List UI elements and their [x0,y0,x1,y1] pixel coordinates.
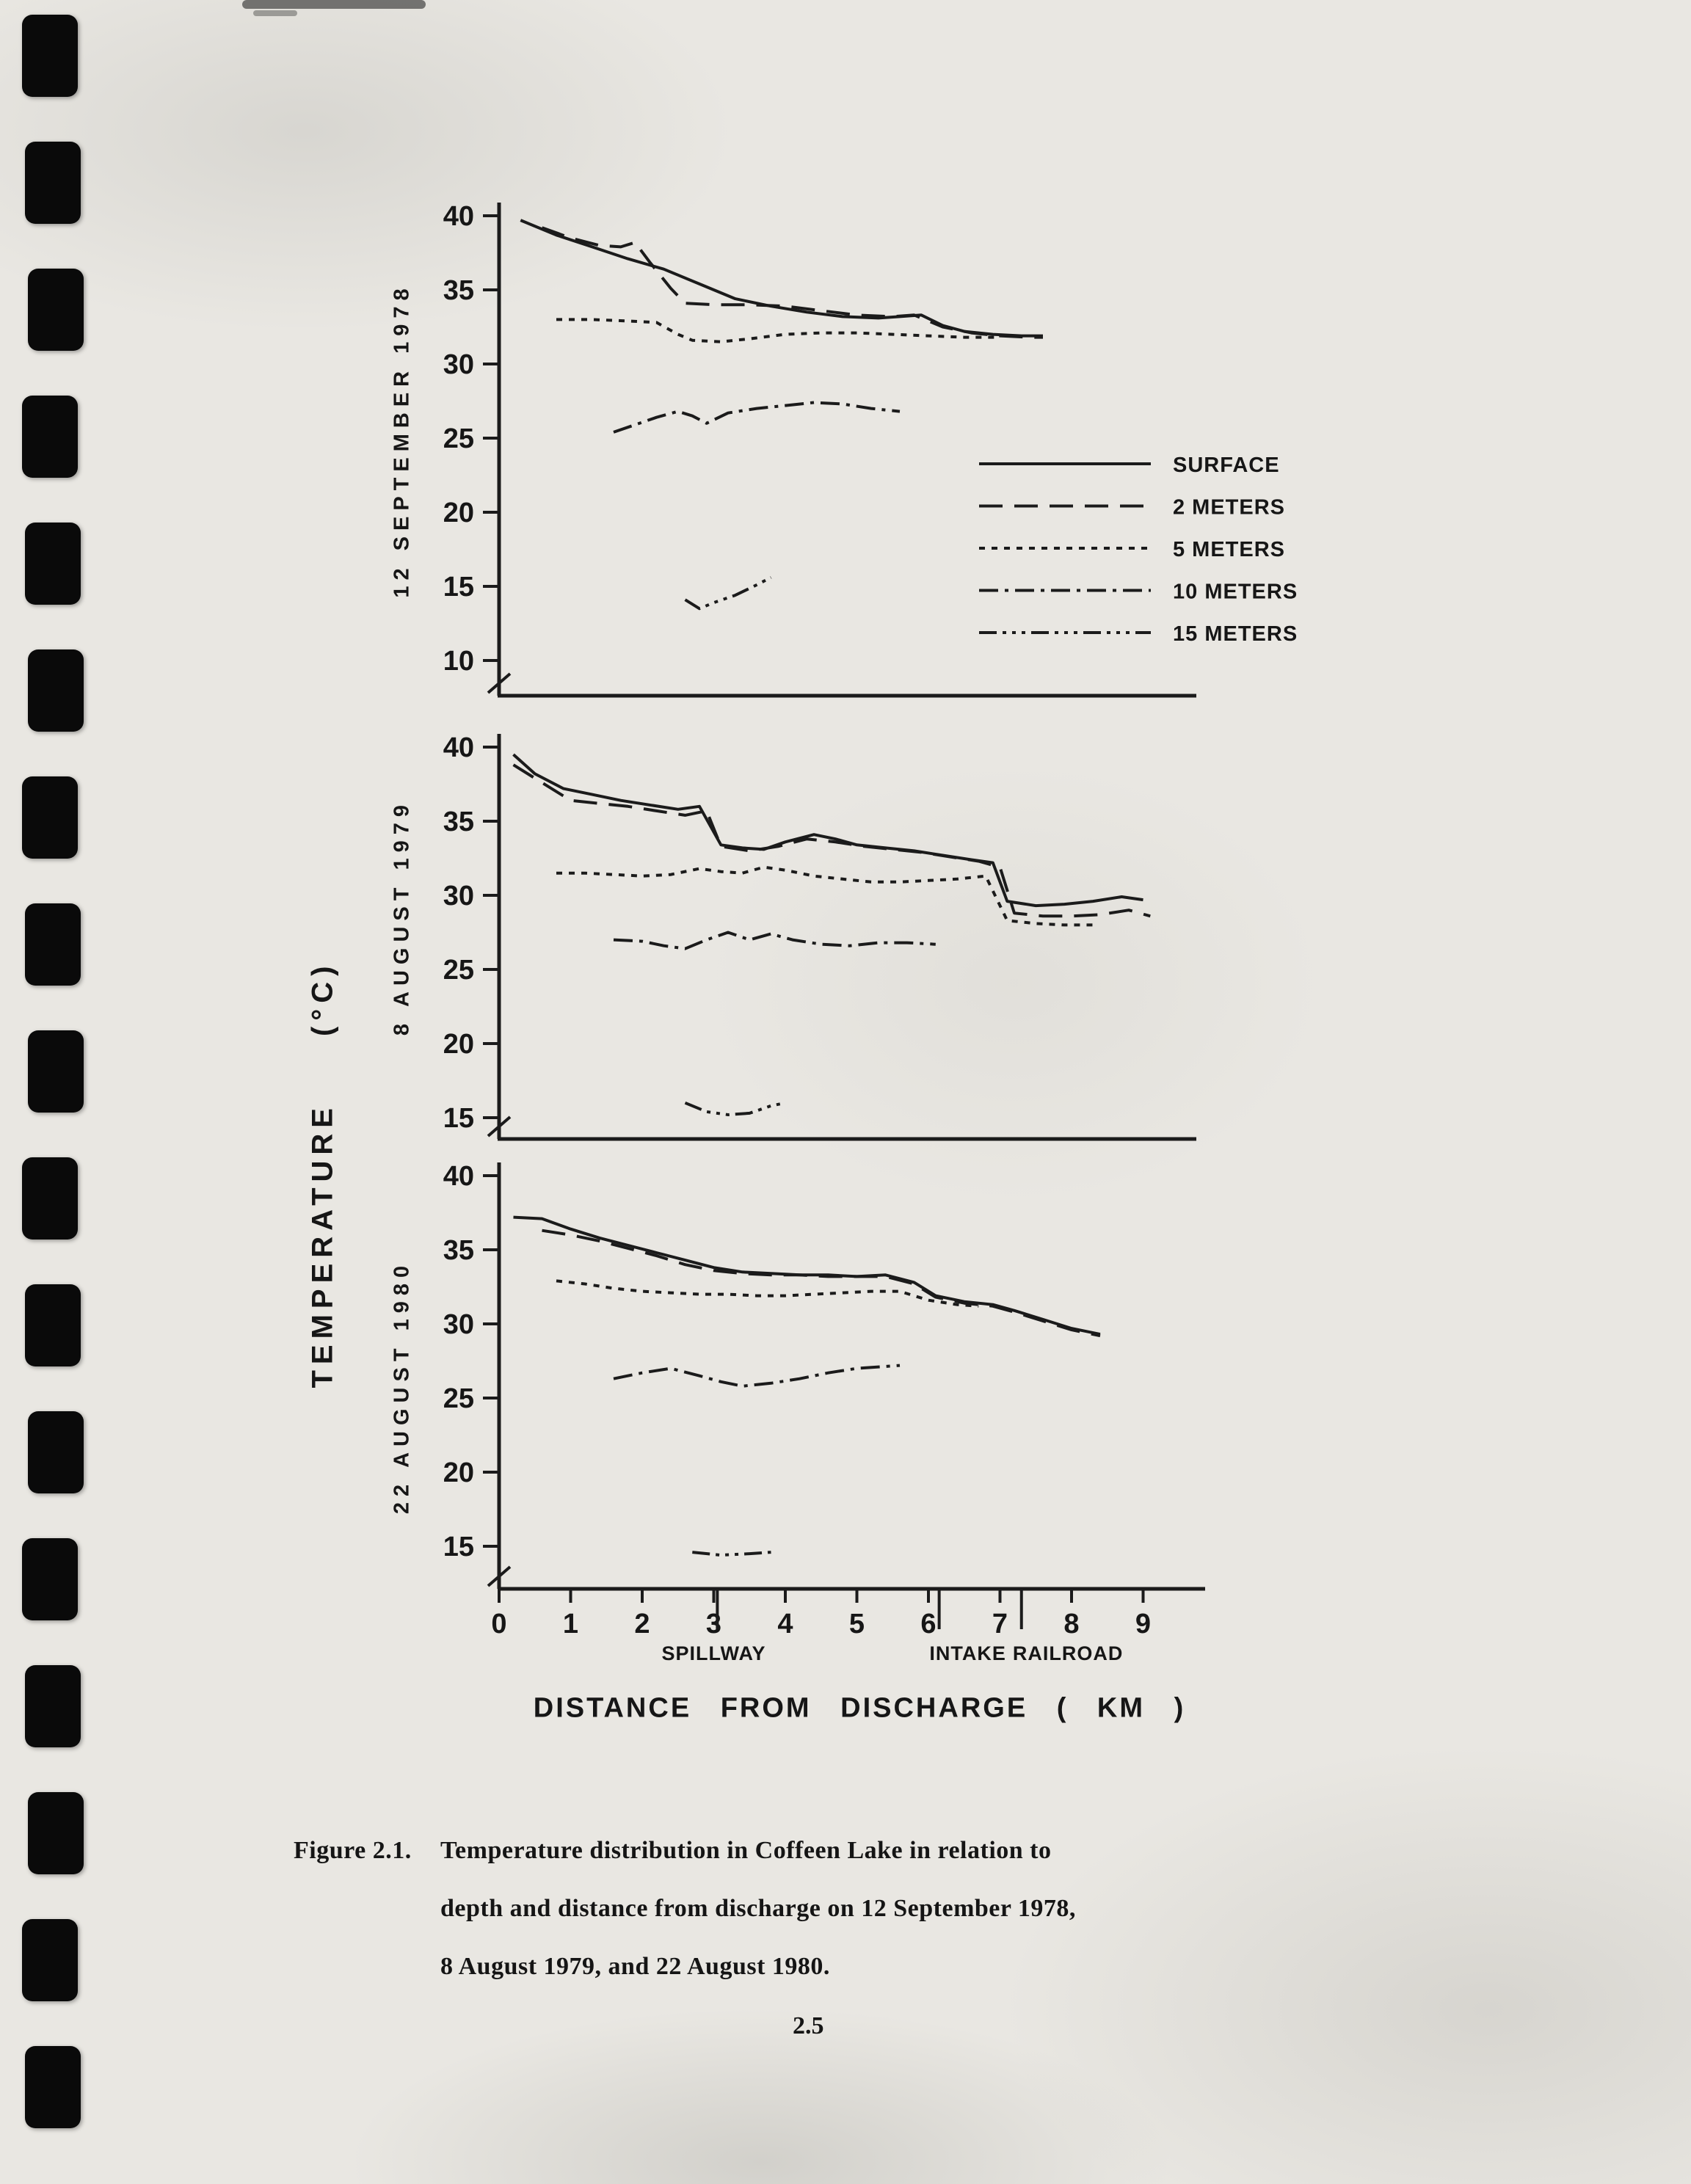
series-15-meters [692,1551,771,1557]
y-tick-label: 10 [443,646,474,677]
x-tick-label: 1 [563,1609,578,1639]
legend-entry-label: SURFACE [1173,454,1280,477]
binder-strip [0,0,110,2184]
y-tick-label: 30 [443,349,474,380]
y-tick-label: 20 [443,498,474,528]
axis-break-mark [487,1115,512,1138]
x-tick-label: 4 [777,1609,793,1639]
binder-hole [28,1411,84,1493]
landmark-label: INTAKE [929,1642,1006,1664]
panel-title-1978: 12 SEPTEMBER 1978 [390,283,414,598]
y-tick-label: 25 [443,1383,474,1414]
x-axis-title: DISTANCE FROM DISCHARGE ( KM ) [533,1692,1186,1724]
binder-hole [25,142,81,224]
series-10-meters [613,1364,901,1388]
binder-hole [28,1030,84,1113]
y-tick-label: 25 [443,423,474,454]
y-tick-label: 40 [443,732,474,763]
series-2-meters [512,763,1151,918]
x-tick-label: 0 [491,1609,506,1639]
y-tick-label: 20 [443,1029,474,1060]
series-10-meters [613,931,936,950]
binder-hole [25,1284,81,1366]
legend-entry-label: 15 METERS [1173,622,1298,646]
bottom-axis: 0 1 2 3 4 5 6 7 8 9 SPILLWAY INTAKE RAILROAD [491,1589,1151,1664]
series-15-meters [684,1101,786,1116]
series-15-meters [684,576,772,611]
landmark-label: SPILLWAY [661,1642,766,1664]
chart-panel-1: 10 15 20 25 30 35 40 [443,201,1196,698]
y-tick-label: 35 [443,807,474,837]
y-tick-label: 25 [443,955,474,986]
binder-hole [25,523,81,605]
binder-hole [22,396,78,478]
y-tick-label: 15 [443,572,474,603]
x-tick-label: 3 [706,1609,721,1639]
y-tick-label: 35 [443,1235,474,1266]
y-axis-title-text: TEMPERATURE [306,1102,339,1388]
binder-hole [28,1792,84,1874]
series-2-meters [542,1228,1101,1338]
binder-hole [22,1919,78,2001]
x-tick-label: 8 [1063,1609,1079,1639]
axis-break-mark [487,672,512,694]
binder-hole [22,15,78,97]
y-axis-unit: (°C) [306,960,339,1037]
chart-panel-2: 15 20 25 30 35 40 [443,732,1196,1141]
series-5-meters [556,865,1094,927]
binder-hole [25,903,81,986]
legend-entry-label: 10 METERS [1173,580,1298,604]
binder-hole [25,2046,81,2128]
series-2-meters [541,226,1043,339]
page-number: 2.5 [793,2012,824,2039]
legend-entry-label: 2 METERS [1173,496,1285,520]
panel-title-1979: 8 AUGUST 1979 [390,798,414,1036]
y-axis-title: TEMPERATURE (°C) [307,960,340,1388]
caption-label: Figure 2.1. [294,1837,412,1864]
x-tick-label: 2 [634,1609,650,1639]
x-tick-label: 9 [1135,1609,1151,1639]
y-tick-label: 35 [443,275,474,306]
axis-break-mark [487,1565,512,1587]
series-10-meters [613,401,901,434]
series-5-meters [556,318,1000,343]
binder-hole [22,776,78,859]
caption-line: Temperature distribution in Coffeen Lake… [440,1837,1052,1864]
y-tick-label: 40 [443,1161,474,1192]
binder-hole [22,1538,78,1620]
y-tick-label: 30 [443,1309,474,1340]
y-tick-label: 15 [443,1532,474,1562]
caption-line: depth and distance from discharge on 12 … [440,1895,1076,1922]
binder-hole [22,1157,78,1240]
y-tick-label: 15 [443,1103,474,1134]
series-5-meters [556,1279,979,1308]
scan-smudge [242,0,426,9]
chart-panel-3: 15 20 25 30 35 40 [443,1161,1205,1591]
binder-hole [28,649,84,732]
y-tick-label: 30 [443,881,474,911]
panel-title-1980: 22 AUGUST 1980 [390,1259,414,1515]
x-tick-label: 5 [849,1609,865,1639]
legend-entry-label: 5 METERS [1173,538,1285,561]
landmark-label: RAILROAD [1013,1642,1124,1664]
binder-hole [25,1665,81,1747]
binder-hole [28,269,84,351]
y-tick-label: 20 [443,1457,474,1488]
y-tick-label: 40 [443,201,474,232]
caption-lines: Temperature distribution in Coffeen Lake… [440,1821,1076,1995]
series-surface [512,753,1143,908]
legend: SURFACE 2 METERS 5 METERS 10 METERS 15 METER… [979,454,1298,646]
x-tick-label: 7 [992,1609,1008,1639]
scan-smudge [253,10,297,16]
x-tick-label: 6 [920,1609,936,1639]
figure-caption: Figure 2.1. Temperature distribution in … [294,1821,1076,1995]
caption-line: 8 August 1979, and 22 August 1980. [440,1953,830,1980]
